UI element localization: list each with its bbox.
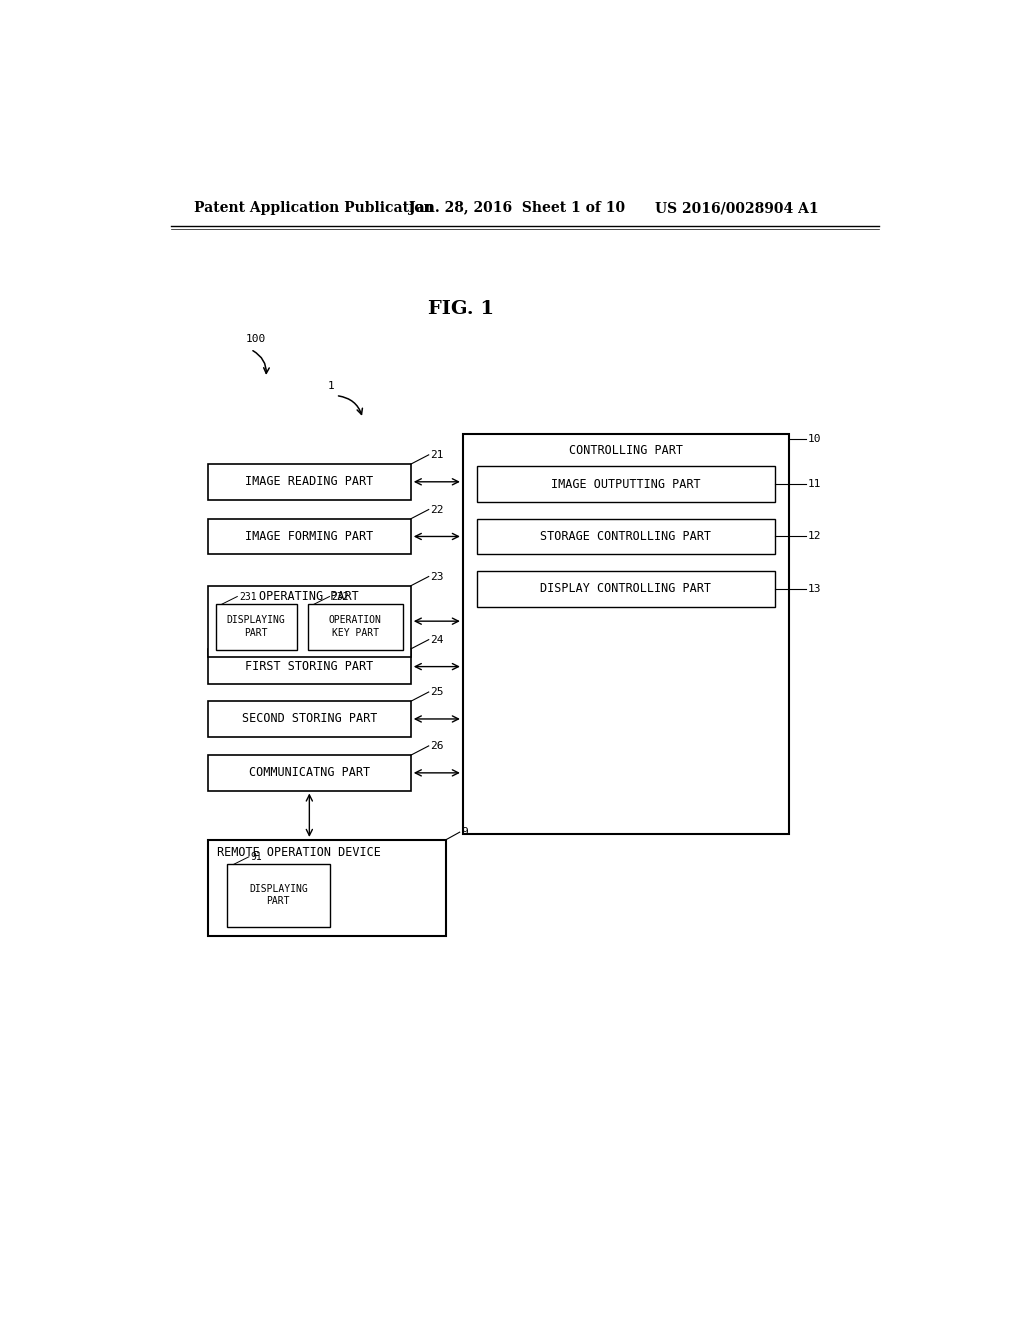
Bar	[208, 519, 411, 554]
Text: OPERATION
KEY PART: OPERATION KEY PART	[329, 615, 382, 638]
Bar	[208, 840, 445, 936]
Bar	[216, 605, 297, 649]
Bar	[227, 865, 331, 927]
Bar	[477, 519, 775, 554]
Text: OPERATING PART: OPERATING PART	[259, 590, 359, 603]
Text: 21: 21	[430, 450, 443, 459]
Bar	[208, 755, 411, 791]
Text: COMMUNICATNG PART: COMMUNICATNG PART	[249, 767, 370, 779]
Text: DISPLAY CONTROLLING PART: DISPLAY CONTROLLING PART	[540, 582, 711, 595]
Text: 1: 1	[328, 380, 335, 391]
Text: Jan. 28, 2016  Sheet 1 of 10: Jan. 28, 2016 Sheet 1 of 10	[409, 202, 625, 215]
Text: 24: 24	[430, 635, 443, 644]
Text: 26: 26	[430, 741, 443, 751]
Text: 23: 23	[430, 572, 443, 582]
Bar	[208, 649, 411, 684]
Text: 11: 11	[808, 479, 821, 490]
Text: STORAGE CONTROLLING PART: STORAGE CONTROLLING PART	[540, 529, 711, 543]
Text: 100: 100	[246, 334, 266, 345]
Text: DISPLAYING
PART: DISPLAYING PART	[249, 884, 308, 907]
Text: 13: 13	[808, 583, 821, 594]
Text: Patent Application Publication: Patent Application Publication	[194, 202, 433, 215]
Bar	[477, 572, 775, 607]
Bar	[208, 701, 411, 737]
Bar	[477, 466, 775, 502]
Text: FIRST STORING PART: FIRST STORING PART	[245, 660, 374, 673]
Bar	[308, 605, 403, 649]
Text: CONTROLLING PART: CONTROLLING PART	[568, 445, 683, 458]
Text: 22: 22	[430, 504, 443, 515]
Text: IMAGE READING PART: IMAGE READING PART	[245, 475, 374, 488]
Text: 12: 12	[808, 532, 821, 541]
Text: 231: 231	[239, 591, 256, 602]
Text: 9: 9	[461, 828, 468, 837]
Bar	[463, 434, 790, 834]
Text: 91: 91	[251, 851, 262, 862]
Text: IMAGE OUTPUTTING PART: IMAGE OUTPUTTING PART	[551, 478, 700, 491]
Text: REMOTE OPERATION DEVICE: REMOTE OPERATION DEVICE	[217, 846, 381, 859]
Text: SECOND STORING PART: SECOND STORING PART	[242, 713, 377, 726]
Text: US 2016/0028904 A1: US 2016/0028904 A1	[655, 202, 818, 215]
Text: 25: 25	[430, 686, 443, 697]
Text: FIG. 1: FIG. 1	[428, 300, 495, 318]
Text: 10: 10	[808, 434, 821, 445]
Text: DISPLAYING
PART: DISPLAYING PART	[226, 615, 286, 638]
Text: IMAGE FORMING PART: IMAGE FORMING PART	[245, 529, 374, 543]
Text: 232: 232	[331, 591, 349, 602]
Bar	[208, 586, 411, 657]
Bar	[208, 465, 411, 499]
